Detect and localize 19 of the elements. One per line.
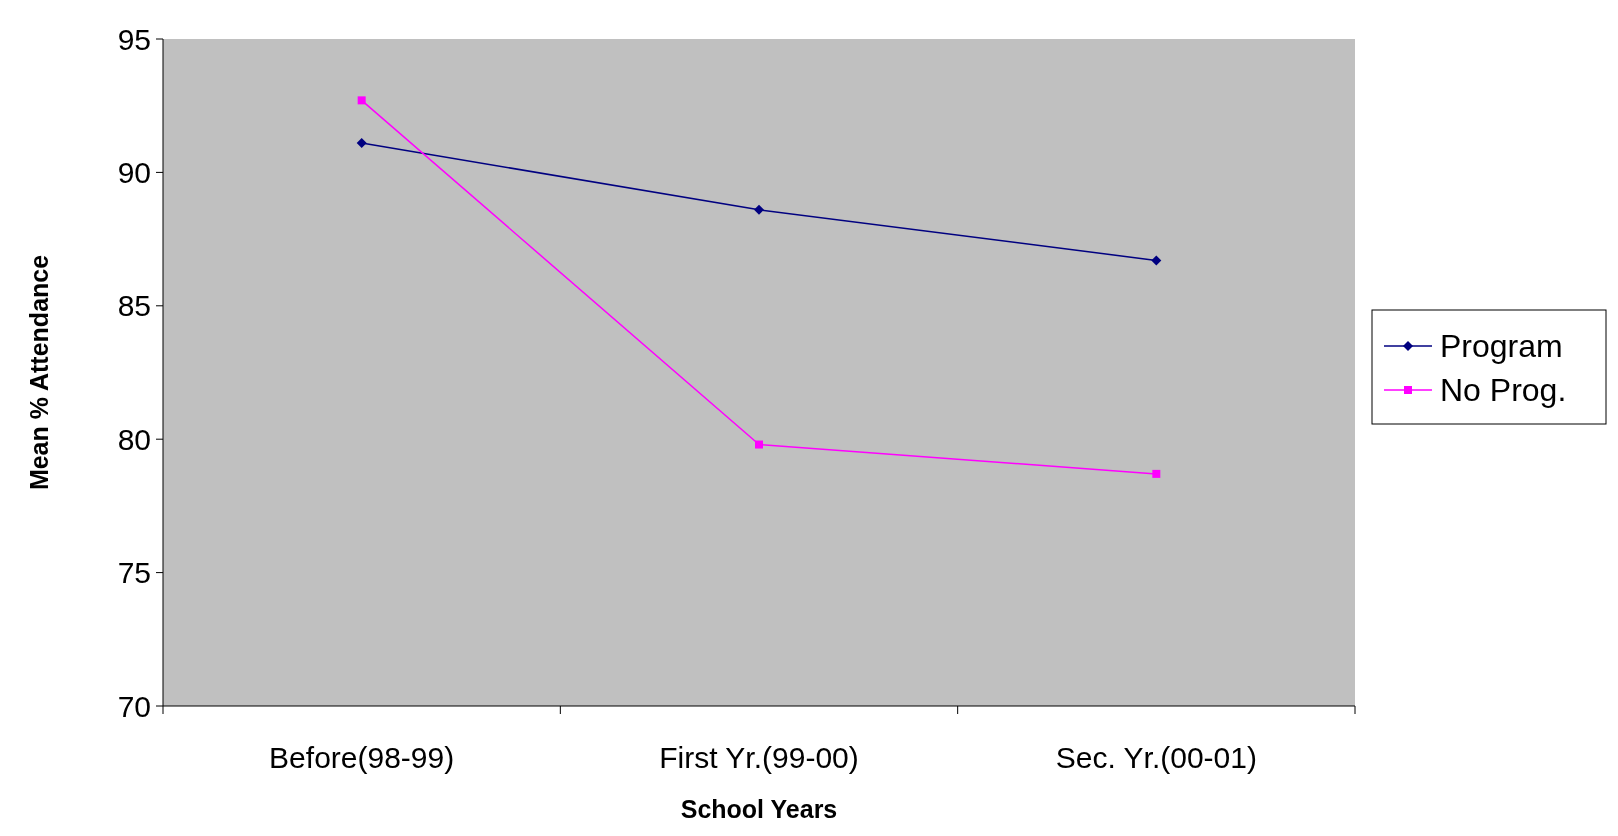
point [754, 204, 764, 215]
legend-label: Program [1440, 328, 1563, 365]
point [356, 138, 367, 149]
point [357, 96, 366, 105]
x-tick-label: First Yr.(99-00) [659, 741, 859, 774]
point [1151, 255, 1162, 266]
x-axis-title: School Years [680, 795, 838, 823]
legend-label: No Prog. [1440, 372, 1567, 409]
point [1152, 469, 1161, 478]
y-tick-label: 75 [117, 556, 151, 590]
y-tick-label: 95 [117, 22, 151, 56]
point [755, 440, 763, 449]
y-tick-label: 70 [117, 689, 151, 723]
y-axis-title: Mean % Attendance [25, 254, 53, 491]
y-tick-label: 90 [117, 155, 151, 189]
x-tick-label: Before(98-99) [269, 741, 455, 774]
y-tick-label: 85 [117, 289, 151, 323]
x-tick-label: Sec. Yr.(00-01) [1055, 741, 1257, 774]
y-tick-label: 80 [117, 422, 151, 456]
